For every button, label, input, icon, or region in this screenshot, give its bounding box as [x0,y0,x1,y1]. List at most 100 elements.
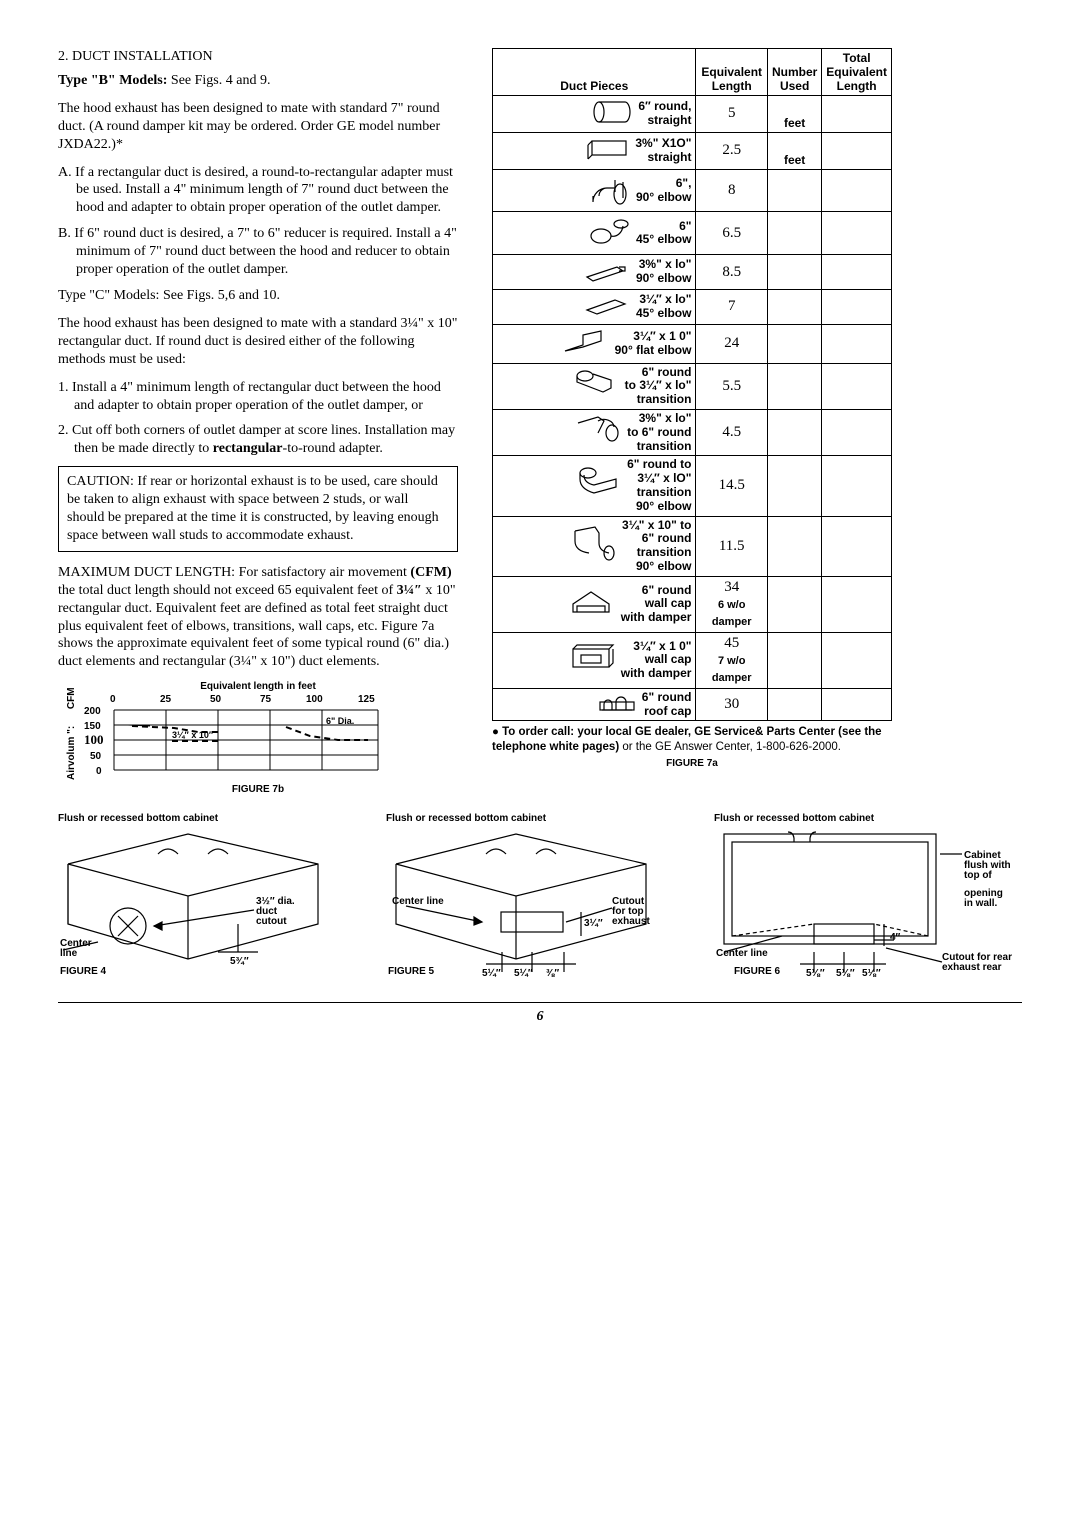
duct-label: 3¼″ x 1 0"90° flat elbow [615,330,692,358]
svg-text:5¾″: 5¾″ [230,956,249,967]
svg-text:4″: 4″ [890,932,901,943]
caution-box: CAUTION: If rear or horizontal exhaust i… [58,466,458,552]
number-used [767,255,821,290]
order-note: ● To order call: your local GE dealer, G… [492,725,892,754]
svg-text:Center line: Center line [392,896,444,907]
table-row: 3¼″ x lo"45° elbow7 [493,289,892,324]
duct-label: 6"45° elbow [636,220,691,248]
para-1: The hood exhaust has been designed to ma… [58,100,458,154]
number-used [767,212,821,255]
number-used [767,324,821,363]
svg-text:5¼″: 5¼″ [514,968,533,979]
duct-icon [587,172,633,210]
equiv-length: 8.5 [696,255,768,290]
duct-label: 3¼″ x lo"45° elbow [636,293,691,321]
total-equiv [822,363,892,409]
total-equiv [822,632,892,688]
duct-icon [586,135,632,167]
svg-text:0: 0 [110,694,116,705]
svg-text:5⅛″: 5⅛″ [806,968,825,979]
number-used [767,576,821,632]
duct-icon [567,641,617,679]
max-para: MAXIMUM DUCT LENGTH: For satisfactory ai… [58,564,458,671]
duct-label: 3¼" x 10" to6" roundtransition90° elbow [622,519,691,574]
equiv-length: 6.5 [696,212,768,255]
number-used [767,688,821,721]
table-row: 3%" x lo"to 6" roundtransition4.5 [493,409,892,455]
duct-icon [589,98,635,130]
total-equiv [822,516,892,576]
duct-label: 6″ round,straight [638,100,691,128]
svg-text:⅜″: ⅜″ [546,968,559,979]
number-used: feet [767,96,821,133]
number-used [767,516,821,576]
svg-text:5¼″: 5¼″ [482,968,501,979]
duct-label: 3¼″ x 1 0"wall capwith damper [621,640,692,681]
svg-text:line: line [60,948,78,959]
svg-text:in wall.: in wall. [964,898,998,909]
equiv-length: 2.5 [696,132,768,169]
table-row: 3%" X1O"straight2.5feet [493,132,892,169]
item-1: 1. Install a 4" minimum length of rectan… [58,379,458,415]
svg-text:50: 50 [210,694,222,705]
svg-text:FIGURE 4: FIGURE 4 [60,966,107,977]
svg-text:3¼″ x 10″: 3¼″ x 10″ [172,730,214,740]
duct-table: Duct Pieces Equivalent Length Number Use… [492,48,892,721]
table-row: 6"45° elbow6.5 [493,212,892,255]
number-used [767,632,821,688]
duct-label: 6" round to3¼″ x lO"transition90° elbow [627,458,691,513]
type-b-rest: See Figs. 4 and 9. [167,73,270,88]
figure-4: Flush or recessed bottom cabinet 3½″ dia… [58,813,366,984]
total-equiv [822,96,892,133]
svg-text:exhaust rear: exhaust rear [942,962,1002,973]
duct-label: 6",90° elbow [636,177,691,205]
type-c-line: Type "C" Models: See Figs. 5,6 and 10. [58,287,458,305]
duct-icon [569,523,619,569]
chart-7b: Equivalent length in feet Airvolum ": CF… [58,681,458,795]
page-rule [58,1002,1022,1003]
duct-icon [574,463,624,509]
table-row: 6" roundto 3¼″ x lo"transition5.5 [493,363,892,409]
table-row: 3¼″ x 1 0"90° flat elbow24 [493,324,892,363]
table-header: Duct Pieces Equivalent Length Number Use… [493,49,892,96]
svg-text:150: 150 [84,721,101,732]
duct-label: 6" roundwall capwith damper [621,584,692,625]
total-equiv [822,456,892,516]
equiv-length: 5 [696,96,768,133]
total-equiv [822,324,892,363]
equiv-length: 14.5 [696,456,768,516]
total-equiv [822,132,892,169]
para-2: The hood exhaust has been designed to ma… [58,315,458,369]
equiv-length: 7 [696,289,768,324]
number-used [767,169,821,212]
total-equiv [822,688,892,721]
table-row: 6",90° elbow8 [493,169,892,212]
item-a: A. If a rectangular duct is desired, a r… [58,164,458,218]
table-row: 6" round to3¼″ x lO"transition90° elbow1… [493,456,892,516]
svg-text:5⅛″: 5⅛″ [836,968,855,979]
svg-text:0: 0 [96,766,102,777]
item-b: B. If 6" round duct is desired, a 7" to … [58,225,458,279]
svg-text:3¼″: 3¼″ [584,918,603,929]
table-row: 3¼" x 10" to6" roundtransition90° elbow1… [493,516,892,576]
duct-icon [598,692,638,718]
table-row: 3%" x lo"90° elbow8.5 [493,255,892,290]
duct-label: 3%" X1O"straight [635,137,691,165]
svg-text:exhaust: exhaust [612,916,650,927]
svg-text:125: 125 [358,694,375,705]
page-number: 6 [58,1009,1022,1025]
svg-text:Center line: Center line [716,948,768,959]
svg-text:FIGURE 5: FIGURE 5 [388,966,435,977]
svg-text:100: 100 [306,694,323,705]
type-label: Type [58,73,87,88]
svg-text:75: 75 [260,694,272,705]
table-row: 3¼″ x 1 0"wall capwith damper457 w/odamp… [493,632,892,688]
equiv-length: 457 w/odamper [696,632,768,688]
number-used [767,289,821,324]
number-used [767,456,821,516]
equiv-length: 4.5 [696,409,768,455]
table-row: 6" roundroof cap30 [493,688,892,721]
equiv-length: 11.5 [696,516,768,576]
svg-text:6" Dia.: 6" Dia. [326,716,354,726]
duct-icon [574,413,624,453]
